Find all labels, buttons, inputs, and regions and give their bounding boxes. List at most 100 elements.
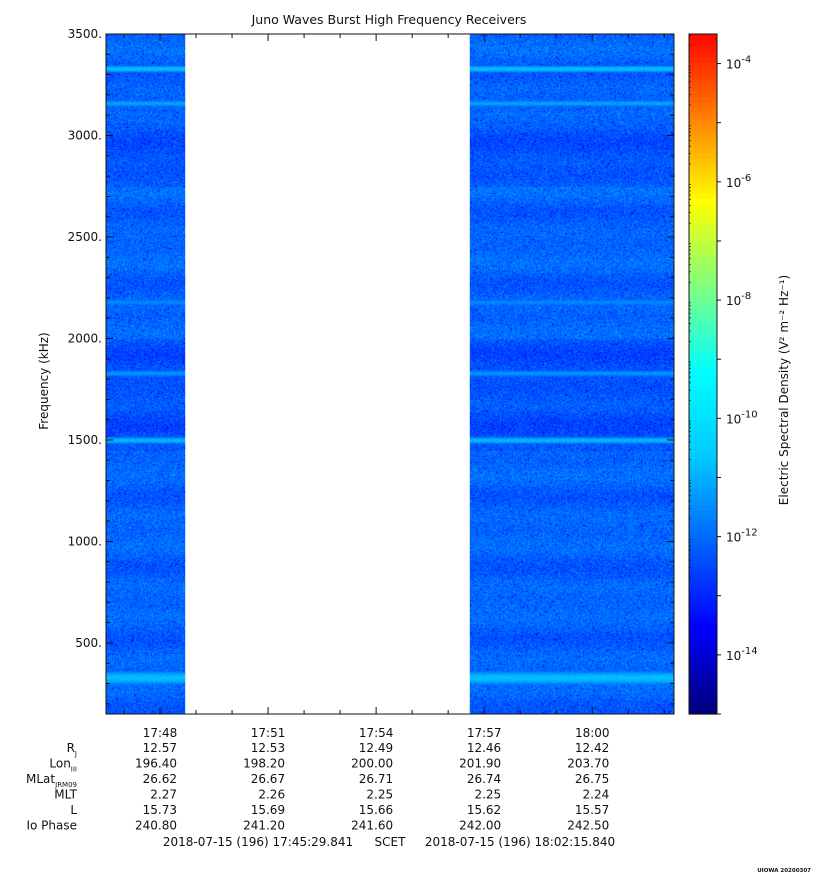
colorbar-segment [689, 277, 717, 284]
colorbar-segment [689, 255, 717, 262]
ephemeris-value: 15.69 [251, 803, 285, 817]
colorbar-segment [689, 368, 717, 375]
ephemeris-value: 198.20 [243, 757, 285, 771]
colorbar-segment [689, 51, 717, 58]
colorbar-segment [689, 680, 717, 687]
ephemeris-value: 26.74 [467, 772, 501, 786]
colorbar-segment [689, 351, 717, 358]
ephemeris-value: 2.27 [150, 788, 177, 802]
colorbar-segment [689, 362, 717, 369]
colorbar-segment [689, 430, 717, 437]
ephemeris-row-label: Io Phase [26, 819, 77, 833]
colorbar-segment [689, 215, 717, 222]
colorbar-segment [689, 79, 717, 86]
ephemeris-value: 2.26 [258, 788, 285, 802]
ephemeris-value: 26.75 [575, 772, 609, 786]
ephemeris-value: 12.57 [143, 741, 177, 755]
colorbar-segment [689, 68, 717, 75]
ephemeris-value: 15.73 [143, 803, 177, 817]
ephemeris-value: 240.80 [135, 819, 177, 833]
y-tick-label: 1000. [68, 534, 102, 548]
time-footer: 2018-07-15 (196) 17:45:29.841 SCET 2018-… [163, 835, 615, 849]
colorbar-segment [689, 425, 717, 432]
colorbar-segment [689, 345, 717, 352]
colorbar-segment [689, 243, 717, 250]
colorbar-tick-label: 10-8 [726, 291, 751, 308]
x-tick-label: 18:00 [575, 726, 610, 740]
colorbar-segment [689, 158, 717, 165]
colorbar-segment [689, 124, 717, 131]
y-tick-label: 2000. [68, 331, 102, 345]
colorbar-segment [689, 317, 717, 324]
colorbar-segment [689, 697, 717, 704]
colorbar-segment [689, 306, 717, 313]
colorbar-segment [689, 130, 717, 137]
colorbar-segment [689, 532, 717, 539]
colorbar-segment [689, 170, 717, 177]
spectrogram-frame [105, 33, 675, 715]
colorbar-segment [689, 385, 717, 392]
ephemeris-value: 2.25 [474, 788, 501, 802]
colorbar-segment [689, 657, 717, 664]
colorbar-segment [689, 476, 717, 483]
colorbar-segment [689, 606, 717, 613]
colorbar-segment [689, 357, 717, 364]
colorbar-segment [689, 646, 717, 653]
colorbar-segment [689, 561, 717, 568]
colorbar-segment [689, 323, 717, 330]
colorbar-segment [689, 521, 717, 528]
ephemeris-value: 15.62 [467, 803, 501, 817]
colorbar-segment [689, 119, 717, 126]
colorbar-segment [689, 595, 717, 602]
y-tick-label: 500. [75, 636, 102, 650]
ephemeris-value: 26.62 [143, 772, 177, 786]
colorbar-segment [689, 708, 717, 715]
colorbar-segment [689, 391, 717, 398]
y-tick-label: 3500. [68, 27, 102, 41]
ephemeris-value: 242.00 [459, 819, 501, 833]
colorbar-segment [689, 538, 717, 545]
colorbar-segment [689, 515, 717, 522]
colorbar-segment [689, 85, 717, 92]
colorbar-segment [689, 209, 717, 216]
colorbar-segment [689, 504, 717, 511]
colorbar-tick-label: 10-14 [726, 646, 758, 663]
colorbar-segment [689, 493, 717, 500]
x-tick-label: 17:54 [359, 726, 394, 740]
colorbar-segment [689, 334, 717, 341]
colorbar-segment [689, 459, 717, 466]
y-tick-label: 1500. [68, 433, 102, 447]
colorbar-segment [689, 232, 717, 239]
colorbar-segment [689, 674, 717, 681]
colorbar-segment [689, 311, 717, 318]
colorbar-segment [689, 578, 717, 585]
colorbar-segment [689, 107, 717, 114]
ephemeris-value: 203.70 [567, 757, 609, 771]
colorbar-segment [689, 453, 717, 460]
colorbar-segment [689, 640, 717, 647]
y-tick-label: 2500. [68, 230, 102, 244]
colorbar-segment [689, 408, 717, 415]
colorbar-segment [689, 238, 717, 245]
colorbar-segment [689, 39, 717, 46]
end-time: 2018-07-15 (196) 18:02:15.840 [425, 835, 615, 849]
colorbar-segment [689, 266, 717, 273]
start-time: 2018-07-15 (196) 17:45:29.841 [163, 835, 353, 849]
colorbar-segment [689, 527, 717, 534]
colorbar-segment [689, 691, 717, 698]
colorbar-segment [689, 419, 717, 426]
colorbar: 10-4 10-6 10-8 10-10 10-12 10-14 [688, 33, 758, 715]
colorbar-segment [689, 175, 717, 182]
colorbar-segment [689, 555, 717, 562]
colorbar-segment [689, 272, 717, 279]
ephemeris-value: 201.90 [459, 757, 501, 771]
colorbar-segment [689, 192, 717, 199]
colorbar-segment [689, 583, 717, 590]
colorbar-segment [689, 198, 717, 205]
colorbar-segment [689, 374, 717, 381]
colorbar-segment [689, 45, 717, 52]
colorbar-segment [689, 634, 717, 641]
ephemeris-value: 26.67 [251, 772, 285, 786]
colorbar-segment [689, 651, 717, 658]
colorbar-segment [689, 464, 717, 471]
